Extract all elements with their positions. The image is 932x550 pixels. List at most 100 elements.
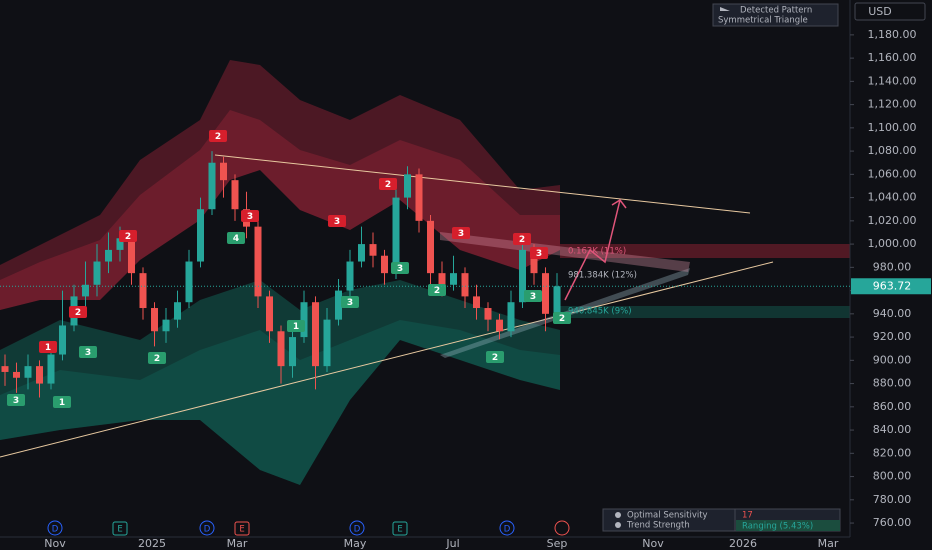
- event-marker: [349, 520, 365, 536]
- signal-label: 2: [385, 180, 391, 190]
- x-tick-label: Nov: [642, 537, 664, 550]
- candle-body: [519, 249, 526, 303]
- event-label: D: [204, 525, 211, 535]
- candle-body: [473, 296, 480, 309]
- signal-label: 2: [492, 353, 498, 363]
- sensitivity-value: 17: [742, 511, 753, 521]
- candle-body: [1, 366, 9, 372]
- signal-label: 3: [530, 292, 536, 302]
- panel-icon: [615, 522, 621, 528]
- candle-body: [174, 302, 181, 320]
- event-marker: [112, 521, 128, 536]
- candle-body: [289, 337, 296, 367]
- x-tick-label: Nov: [44, 537, 66, 550]
- signal-label: 4: [233, 234, 239, 244]
- candle-body: [36, 366, 43, 384]
- candle-body: [496, 319, 503, 332]
- candle-body: [542, 273, 549, 314]
- candle-body: [277, 331, 285, 367]
- y-tick-label: 820.00: [873, 446, 912, 459]
- candle-body: [254, 226, 262, 297]
- signal-label: 3: [536, 249, 542, 259]
- x-tick-label: May: [344, 537, 367, 550]
- candle-body: [185, 261, 193, 303]
- candle-body: [415, 174, 423, 221]
- signal-label: 1: [293, 322, 299, 332]
- y-tick-label: 1,020.00: [868, 214, 917, 227]
- candle-body: [507, 302, 515, 332]
- event-marker: [47, 520, 63, 536]
- candle-body: [438, 273, 446, 285]
- candle-body: [139, 273, 147, 309]
- candle-body: [151, 308, 158, 332]
- candle-body: [484, 308, 492, 320]
- signal-box: [53, 396, 71, 408]
- event-label: D: [52, 525, 59, 535]
- currency: USD: [868, 5, 892, 18]
- y-tick-label: 1,180.00: [868, 28, 917, 41]
- y-tick-label: 1,080.00: [868, 144, 917, 157]
- candle-body: [335, 290, 342, 320]
- candle-body: [461, 273, 469, 297]
- signal-label: 2: [154, 354, 160, 364]
- y-tick-label: 980.00: [873, 260, 912, 273]
- candle-body: [208, 162, 216, 210]
- signal-label: 3: [397, 264, 403, 274]
- signal-label: 2: [434, 286, 440, 296]
- signal-box: [79, 346, 97, 358]
- candle-body: [323, 319, 331, 367]
- trend-bg: [736, 520, 840, 531]
- pattern-box: [712, 3, 839, 27]
- event-label: E: [117, 525, 122, 535]
- candle-body: [231, 180, 239, 210]
- candle-body: [358, 244, 365, 262]
- candle-body: [392, 197, 400, 274]
- event-marker: [234, 521, 250, 536]
- candle-body: [197, 209, 204, 262]
- event-marker: [199, 520, 215, 536]
- candle-body: [404, 174, 411, 198]
- price-tag: [851, 278, 931, 295]
- event-marker: [392, 521, 408, 536]
- signal-box: [119, 230, 137, 242]
- signal-box: [148, 352, 166, 364]
- event-label: E: [397, 525, 402, 535]
- y-tick-label: 800.00: [873, 470, 912, 483]
- candle-body: [346, 261, 354, 291]
- trend-value: Ranging (5.43%): [742, 522, 813, 532]
- y-tick-label: 840.00: [873, 423, 912, 436]
- event-marker: [499, 520, 515, 536]
- pattern-icon: [720, 7, 730, 11]
- signal-box: [241, 210, 259, 222]
- candle-body: [300, 302, 308, 338]
- signal-box: [553, 312, 571, 324]
- candle-body: [59, 325, 66, 355]
- candle-body: [82, 284, 89, 297]
- candle-body: [128, 238, 135, 274]
- candle-body: [47, 354, 55, 384]
- candle-body: [381, 255, 388, 274]
- y-tick-label: 940.00: [873, 307, 912, 320]
- signal-label: 2: [519, 235, 525, 245]
- signal-box: [428, 284, 446, 296]
- event-label: D: [354, 525, 361, 535]
- candle-body: [162, 319, 170, 332]
- candle-body: [312, 302, 319, 367]
- signal-box: [391, 262, 409, 274]
- signal-box: [486, 351, 504, 363]
- event-marker: [554, 520, 570, 536]
- signal-label: 2: [75, 308, 81, 318]
- signal-label: 3: [247, 212, 253, 222]
- signal-box: [209, 130, 227, 142]
- candle-body: [24, 366, 32, 378]
- y-tick-label: 1,040.00: [868, 191, 917, 204]
- signal-label: 2: [559, 314, 565, 324]
- price-tag-label: 963.72: [873, 279, 912, 292]
- signal-box: [328, 215, 346, 227]
- signal-label: 3: [458, 229, 464, 239]
- signal-box: [287, 320, 305, 332]
- candle-body: [105, 249, 112, 262]
- signal-label: 3: [347, 298, 353, 308]
- signal-box: [379, 178, 397, 190]
- y-tick-label: 860.00: [873, 400, 912, 413]
